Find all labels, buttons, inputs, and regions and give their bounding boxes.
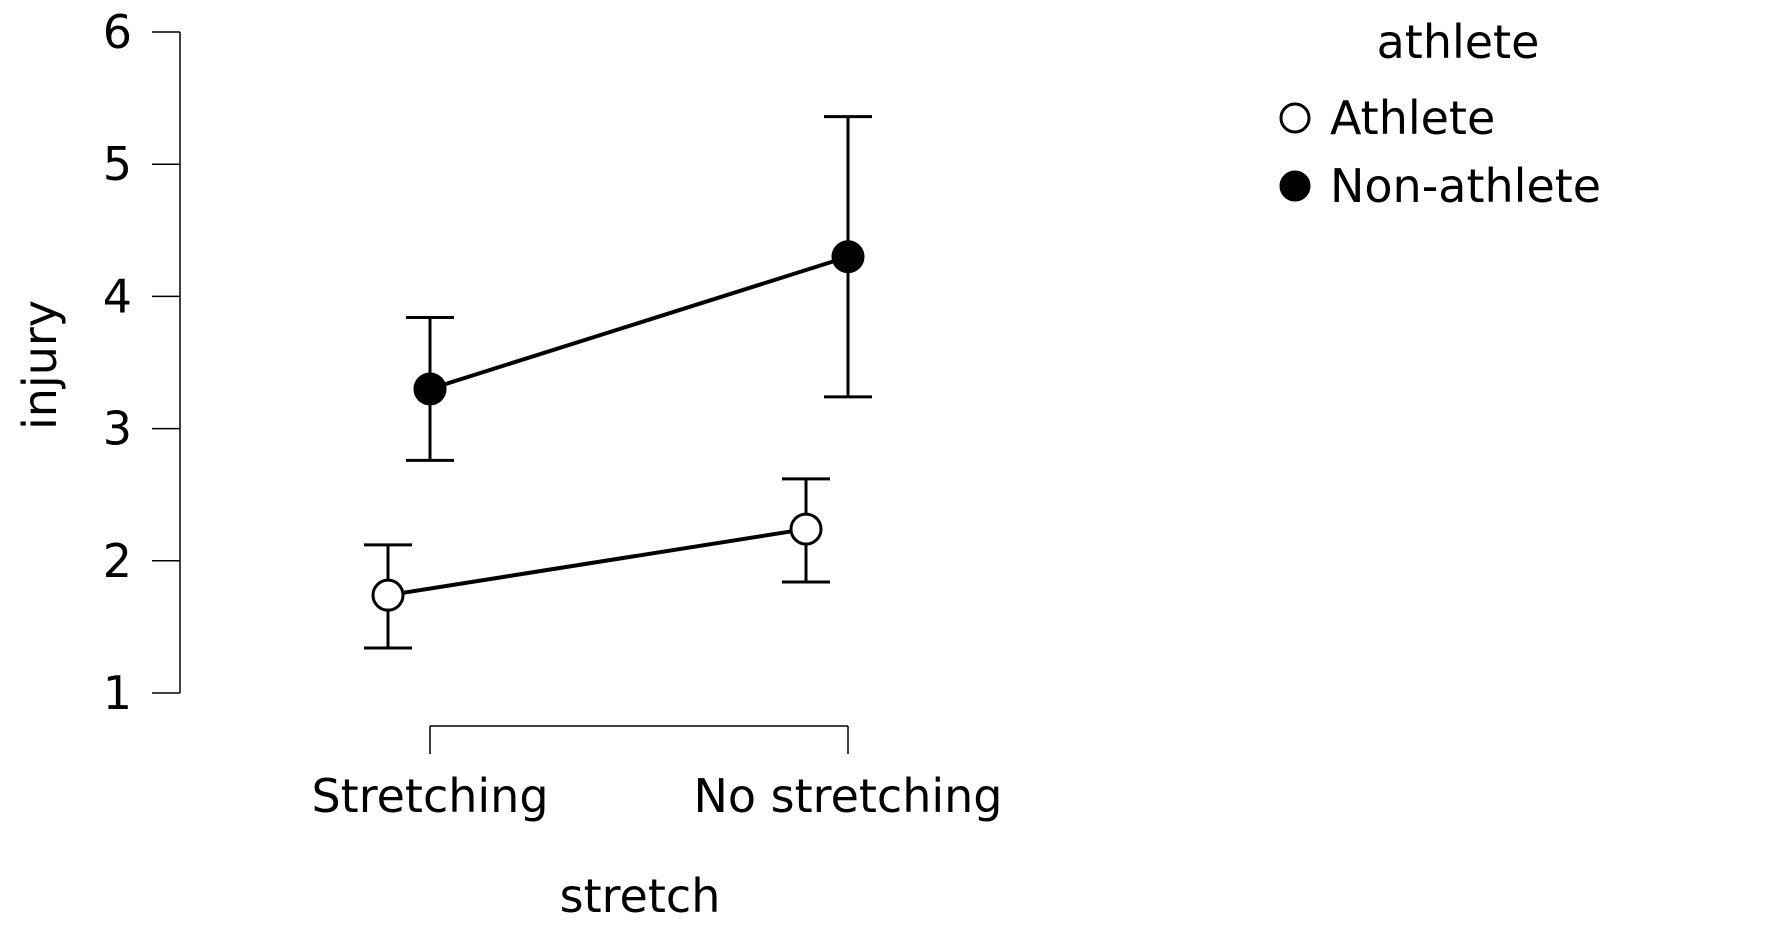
legend-marker [1279,170,1311,202]
y-axis-title: injury [13,300,67,430]
x-tick-label: No stretching [694,769,1003,823]
y-tick-label: 4 [103,269,132,323]
legend-label: Non-athlete [1330,159,1601,213]
data-point [413,372,447,406]
y-tick-label: 2 [103,534,132,588]
y-tick-label: 1 [103,666,132,720]
series-non-athlete [406,115,872,462]
plot-area [364,115,872,650]
y-tick-label: 6 [103,5,132,59]
series-athlete [364,477,830,650]
data-point [831,240,865,274]
data-point [789,512,823,546]
x-tick-label: Stretching [311,769,548,823]
legend-label: Athlete [1330,91,1495,145]
x-axis-title: stretch [560,869,721,923]
legend-marker [1279,102,1311,134]
y-axis: 1 2 3 4 5 6 [103,5,181,720]
x-axis: Stretching No stretching [311,725,1003,823]
legend-title: athlete [1377,15,1540,69]
series-line [429,254,849,391]
y-tick-label: 5 [103,137,132,191]
y-tick-label: 3 [103,402,132,456]
series-line [387,527,807,598]
data-point [371,578,405,612]
legend: athlete Athlete Non-athlete [1279,15,1601,213]
